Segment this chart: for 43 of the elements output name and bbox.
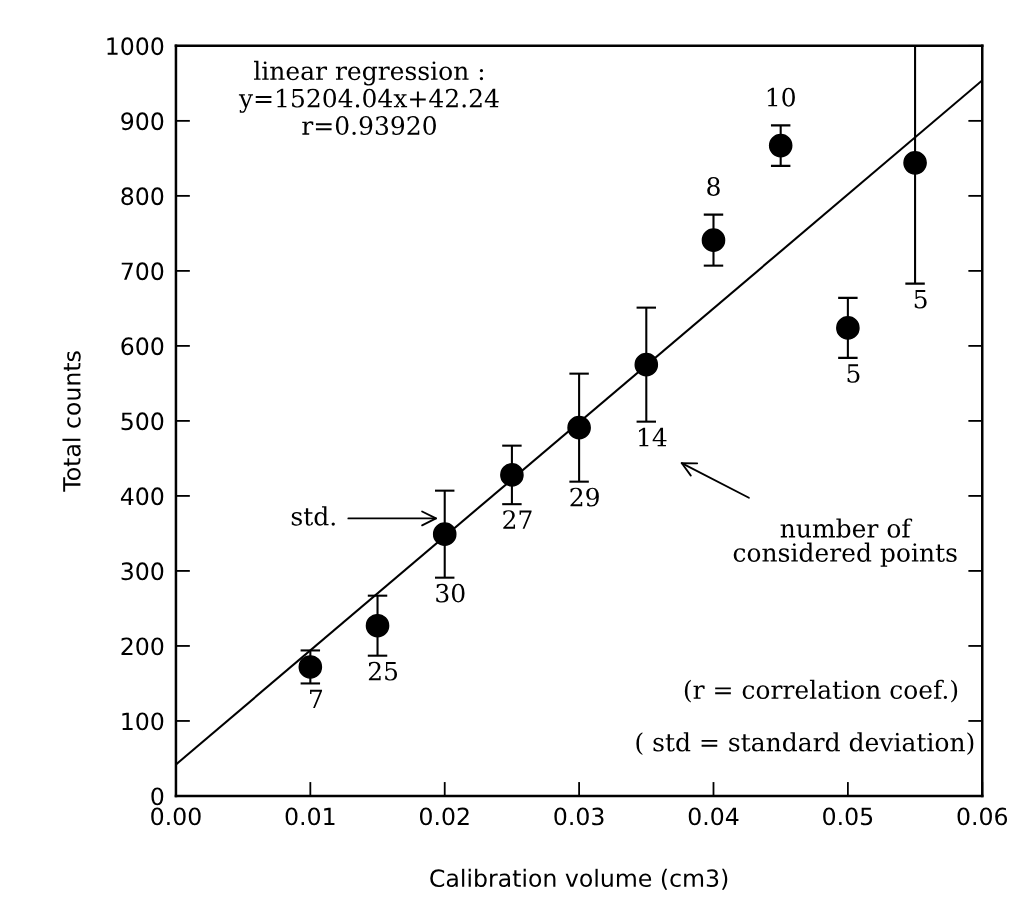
x-tick-label: 0.02 (419, 807, 469, 826)
y-tick-label: 900 (121, 112, 164, 131)
x-tick-label: 0.00 (151, 807, 201, 826)
y-tick-label: 200 (121, 637, 164, 656)
annotation: 10 (767, 87, 795, 107)
annotation: 5 (847, 364, 860, 383)
annotation: 14 (639, 427, 667, 447)
point (768, 133, 793, 158)
y-tick-label: 300 (121, 562, 164, 581)
annotation: 30 (436, 583, 465, 603)
x-tick-label: 0.06 (957, 807, 1008, 826)
annotation: 27 (503, 510, 532, 529)
annotation: 8 (707, 176, 720, 196)
annotation: ( std = standard deviation) (636, 732, 974, 756)
x-axis-title: Calibration volume (cm3) (430, 868, 728, 890)
y-tick-label: 100 (122, 712, 164, 731)
point (903, 151, 927, 175)
annotation: number of considered points (733, 518, 957, 567)
point (836, 316, 860, 340)
annotation: 5 (914, 289, 927, 309)
x-tick-label: 0.01 (285, 807, 335, 826)
annotation: 7 (310, 689, 323, 708)
point (365, 613, 390, 638)
x-tick-label: 0.05 (823, 807, 873, 826)
y-tick-label: 400 (120, 487, 164, 506)
y-tick-label: 1000 (107, 37, 164, 56)
annotation: (r = correlation coef.) (684, 679, 958, 703)
y-tick-label: 0 (151, 787, 164, 806)
y-tick-label: 500 (121, 412, 164, 431)
x-tick-label: 0.03 (554, 807, 604, 826)
y-tick-label: 600 (121, 337, 164, 356)
point (701, 228, 726, 252)
point (567, 415, 591, 440)
point (298, 655, 323, 679)
x-tick-label: 0.04 (688, 807, 739, 826)
annotation: 29 (570, 487, 599, 507)
point (500, 463, 524, 487)
annotation: std. (291, 506, 335, 526)
annotation: linear regression : y=15204.04x+42.24 r=0.93920 (238, 60, 499, 135)
y-axis-title: Total counts (62, 351, 81, 492)
y-tick-label: 700 (121, 262, 164, 281)
y-tick-label: 800 (121, 187, 164, 206)
annotation: 25 (368, 661, 398, 681)
